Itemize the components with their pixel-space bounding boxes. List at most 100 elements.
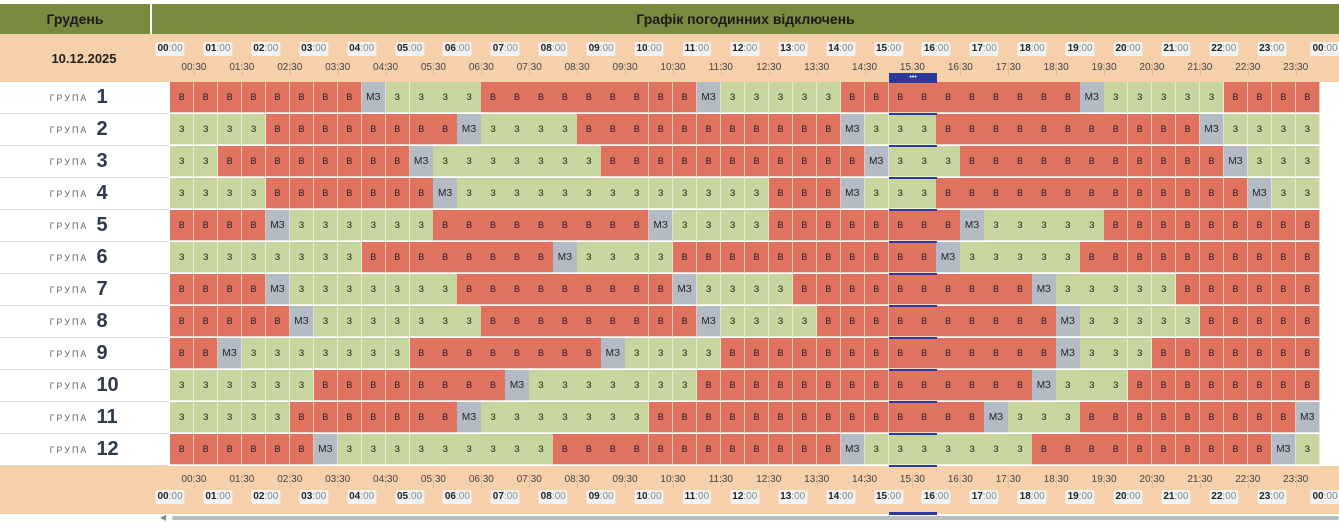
- schedule-cell[interactable]: З: [505, 178, 530, 209]
- schedule-cell[interactable]: З: [457, 82, 482, 113]
- schedule-cell[interactable]: В: [888, 210, 913, 241]
- schedule-cell[interactable]: В: [625, 146, 650, 177]
- schedule-cell[interactable]: З: [457, 146, 482, 177]
- schedule-cell[interactable]: В: [241, 274, 267, 305]
- schedule-cell[interactable]: В: [313, 402, 339, 433]
- schedule-cell[interactable]: В: [1247, 402, 1273, 433]
- schedule-cell[interactable]: В: [1199, 338, 1225, 369]
- schedule-cell[interactable]: В: [1223, 210, 1249, 241]
- schedule-cell[interactable]: В: [577, 306, 602, 337]
- schedule-cell[interactable]: В: [217, 82, 243, 113]
- schedule-cell[interactable]: В: [1128, 402, 1153, 433]
- schedule-cell[interactable]: В: [936, 338, 961, 369]
- schedule-cell[interactable]: В: [744, 370, 770, 401]
- schedule-cell[interactable]: В: [1271, 402, 1297, 433]
- schedule-cell[interactable]: В: [816, 434, 842, 465]
- schedule-cell[interactable]: В: [529, 210, 554, 241]
- schedule-cell[interactable]: В: [385, 402, 410, 433]
- schedule-cell[interactable]: В: [170, 82, 195, 113]
- schedule-cell[interactable]: З: [361, 338, 387, 369]
- schedule-cell[interactable]: В: [936, 370, 961, 401]
- schedule-cell[interactable]: З: [577, 402, 602, 433]
- schedule-cell[interactable]: В: [864, 274, 889, 305]
- schedule-cell[interactable]: З: [265, 338, 291, 369]
- schedule-cell[interactable]: В: [744, 402, 770, 433]
- schedule-cell[interactable]: В: [505, 210, 530, 241]
- schedule-cell[interactable]: В: [1104, 146, 1129, 177]
- schedule-cell[interactable]: З: [505, 402, 530, 433]
- schedule-cell[interactable]: З: [672, 178, 698, 209]
- schedule-cell[interactable]: В: [1080, 434, 1105, 465]
- schedule-cell[interactable]: В: [936, 402, 961, 433]
- schedule-cell[interactable]: В: [1128, 370, 1153, 401]
- schedule-cell[interactable]: МЗ: [936, 242, 961, 273]
- schedule-cell[interactable]: В: [529, 82, 554, 113]
- schedule-cell[interactable]: З: [385, 210, 410, 241]
- schedule-cell[interactable]: В: [864, 306, 889, 337]
- schedule-cell[interactable]: В: [768, 114, 794, 145]
- schedule-cell[interactable]: МЗ: [1032, 274, 1057, 305]
- schedule-cell[interactable]: З: [409, 274, 434, 305]
- schedule-cell[interactable]: МЗ: [289, 306, 315, 337]
- schedule-cell[interactable]: В: [1175, 146, 1201, 177]
- schedule-cell[interactable]: З: [625, 242, 650, 273]
- schedule-cell[interactable]: З: [289, 274, 315, 305]
- schedule-cell[interactable]: В: [984, 114, 1009, 145]
- schedule-cell[interactable]: В: [1271, 210, 1297, 241]
- schedule-cell[interactable]: В: [481, 338, 506, 369]
- schedule-cell[interactable]: З: [1056, 402, 1081, 433]
- schedule-cell[interactable]: З: [409, 210, 434, 241]
- schedule-cell[interactable]: В: [1151, 178, 1177, 209]
- schedule-cell[interactable]: З: [888, 146, 913, 177]
- schedule-cell[interactable]: В: [864, 338, 889, 369]
- schedule-cell[interactable]: В: [1008, 146, 1033, 177]
- schedule-cell[interactable]: В: [601, 434, 626, 465]
- schedule-cell[interactable]: В: [505, 274, 530, 305]
- schedule-cell[interactable]: З: [625, 402, 650, 433]
- schedule-cell[interactable]: МЗ: [840, 114, 866, 145]
- schedule-cell[interactable]: В: [1032, 306, 1057, 337]
- schedule-cell[interactable]: В: [816, 210, 842, 241]
- schedule-cell[interactable]: В: [744, 242, 770, 273]
- schedule-cell[interactable]: З: [385, 434, 410, 465]
- schedule-cell[interactable]: З: [170, 178, 195, 209]
- schedule-cell[interactable]: З: [481, 178, 506, 209]
- schedule-cell[interactable]: В: [1032, 434, 1057, 465]
- schedule-cell[interactable]: В: [1175, 210, 1201, 241]
- schedule-cell[interactable]: МЗ: [265, 210, 291, 241]
- schedule-cell[interactable]: З: [361, 434, 387, 465]
- schedule-cell[interactable]: В: [553, 82, 578, 113]
- schedule-cell[interactable]: В: [792, 370, 818, 401]
- schedule-cell[interactable]: В: [241, 434, 267, 465]
- schedule-cell[interactable]: В: [433, 242, 458, 273]
- schedule-cell[interactable]: З: [193, 402, 219, 433]
- schedule-cell[interactable]: З: [193, 242, 219, 273]
- schedule-cell[interactable]: В: [409, 114, 434, 145]
- schedule-cell[interactable]: З: [912, 434, 937, 465]
- schedule-cell[interactable]: В: [625, 82, 650, 113]
- schedule-cell[interactable]: З: [649, 338, 674, 369]
- schedule-cell[interactable]: В: [313, 370, 339, 401]
- schedule-cell[interactable]: З: [888, 178, 913, 209]
- schedule-cell[interactable]: В: [193, 82, 219, 113]
- schedule-cell[interactable]: В: [984, 146, 1009, 177]
- schedule-cell[interactable]: В: [313, 82, 339, 113]
- schedule-cell[interactable]: В: [481, 306, 506, 337]
- schedule-cell[interactable]: В: [1199, 146, 1225, 177]
- schedule-cell[interactable]: З: [1128, 306, 1153, 337]
- schedule-cell[interactable]: В: [1056, 178, 1081, 209]
- schedule-cell[interactable]: З: [888, 114, 913, 145]
- schedule-cell[interactable]: В: [433, 402, 458, 433]
- schedule-cell[interactable]: В: [217, 146, 243, 177]
- schedule-cell[interactable]: В: [696, 402, 722, 433]
- schedule-cell[interactable]: З: [936, 434, 961, 465]
- schedule-cell[interactable]: З: [1032, 210, 1057, 241]
- schedule-cell[interactable]: З: [960, 434, 985, 465]
- schedule-cell[interactable]: З: [529, 178, 554, 209]
- schedule-cell[interactable]: В: [888, 274, 913, 305]
- schedule-cell[interactable]: В: [170, 434, 195, 465]
- schedule-cell[interactable]: В: [1175, 434, 1201, 465]
- schedule-cell[interactable]: В: [601, 306, 626, 337]
- schedule-cell[interactable]: В: [1223, 338, 1249, 369]
- schedule-cell[interactable]: В: [457, 210, 482, 241]
